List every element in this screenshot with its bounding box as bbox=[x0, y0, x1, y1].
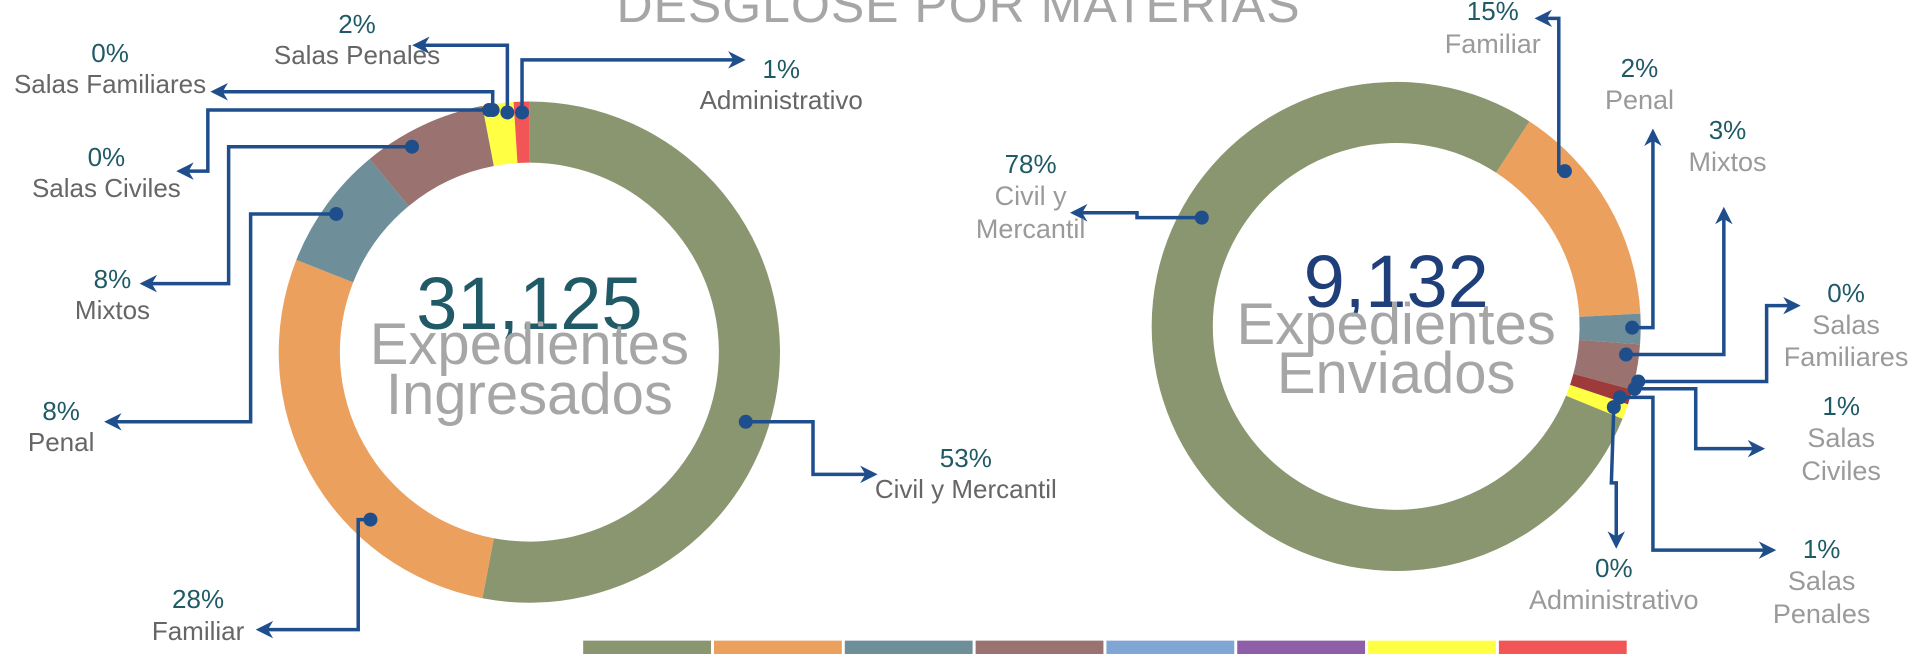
donut-slice bbox=[1579, 313, 1641, 345]
category-label: Familiar bbox=[151, 615, 245, 646]
category-label: Penal bbox=[1604, 84, 1674, 115]
donut-slice bbox=[482, 101, 781, 603]
legend-swatch bbox=[1106, 640, 1235, 654]
data-label: 8% Penal bbox=[28, 396, 95, 458]
value-label: 0% bbox=[91, 37, 129, 68]
leader-dot bbox=[500, 105, 515, 120]
value-label: 8% bbox=[93, 264, 132, 295]
leader-line bbox=[210, 82, 495, 111]
donut-slice bbox=[369, 105, 494, 207]
legend-swatch bbox=[583, 640, 711, 654]
data-label: 78% Civil y Mercantil bbox=[963, 149, 1097, 245]
value-label: 1% bbox=[1822, 391, 1860, 422]
donut-slice bbox=[296, 158, 409, 283]
leader-dot bbox=[329, 206, 344, 221]
leader-dot bbox=[485, 103, 500, 118]
value-label: 1% bbox=[1802, 534, 1841, 565]
data-label: 3% Mixtos bbox=[1688, 115, 1766, 179]
category-label: Salas Familiares bbox=[1783, 309, 1909, 373]
category-label: Salas Penales bbox=[1772, 566, 1871, 629]
category-label: Civil y Mercantil bbox=[975, 181, 1086, 244]
data-label: 0% Administrativo bbox=[1529, 553, 1699, 617]
donut-slice bbox=[278, 259, 494, 599]
leader-line bbox=[1069, 203, 1202, 222]
category-label: Penal bbox=[27, 427, 95, 458]
legend-swatch bbox=[1368, 640, 1496, 654]
value-label: 15% bbox=[1466, 0, 1519, 27]
legend-swatch bbox=[1237, 640, 1366, 654]
data-label: 2% Penal bbox=[1605, 53, 1674, 117]
data-label: 0% Salas Familiares bbox=[1773, 278, 1917, 374]
value-label: 28% bbox=[172, 584, 225, 615]
value-label: 2% bbox=[1620, 52, 1659, 83]
value-label: 1% bbox=[762, 53, 800, 84]
value-label: 0% bbox=[1827, 277, 1865, 308]
data-label: 1% Administrativo bbox=[700, 54, 863, 116]
center-value: 9,132 bbox=[1303, 239, 1489, 323]
value-label: 0% bbox=[87, 141, 126, 172]
category-label: Salas Civiles bbox=[1801, 423, 1881, 486]
data-label: 53% Civil y Mercantil bbox=[875, 443, 1057, 505]
leader-line bbox=[412, 36, 510, 113]
leader-line bbox=[1626, 206, 1733, 357]
legend-swatch bbox=[1498, 640, 1627, 654]
leader-dot bbox=[1625, 320, 1640, 335]
leader-line bbox=[520, 51, 746, 113]
leader-line bbox=[1634, 387, 1766, 458]
leader-line bbox=[1619, 395, 1777, 559]
donut-slice bbox=[1496, 121, 1641, 317]
category-label: Administrativo bbox=[1529, 584, 1699, 615]
data-label: 2% Salas Penales bbox=[274, 9, 440, 71]
leader-line bbox=[104, 212, 337, 431]
leader-dot bbox=[1194, 210, 1209, 225]
leader-line bbox=[745, 420, 878, 484]
leader-line bbox=[1638, 296, 1801, 384]
data-label: 15% Familiar bbox=[1445, 0, 1541, 60]
value-label: 8% bbox=[42, 396, 80, 427]
legend-swatch bbox=[844, 640, 973, 654]
category-label: Mixtos bbox=[1688, 147, 1767, 178]
leader-dot bbox=[1619, 347, 1634, 362]
leader-dot bbox=[515, 105, 530, 120]
page-title: DESGLOSE POR MATERIAS bbox=[616, 0, 1301, 33]
center-label: Expedientes Enviados bbox=[1236, 291, 1556, 406]
category-label: Salas Civiles bbox=[31, 173, 181, 203]
data-label: 0% Salas Civiles bbox=[32, 142, 181, 204]
legend-swatch bbox=[975, 640, 1104, 654]
leader-dot bbox=[738, 414, 753, 429]
category-label: Mixtos bbox=[74, 295, 151, 326]
leader-line bbox=[176, 108, 490, 180]
data-label: 28% Familiar bbox=[152, 584, 244, 646]
value-label: 2% bbox=[338, 8, 376, 39]
data-label: 0% Salas Familiares bbox=[14, 38, 206, 100]
leader-line bbox=[1607, 407, 1625, 549]
category-label: Salas Familiares bbox=[13, 69, 207, 100]
legend-swatch bbox=[713, 640, 842, 654]
category-label: Administrativo bbox=[699, 84, 863, 115]
center-value: 31,125 bbox=[416, 261, 643, 345]
value-label: 3% bbox=[1708, 114, 1747, 145]
leader-dot bbox=[405, 139, 420, 154]
center-label: Expedientes Ingresados bbox=[369, 312, 689, 427]
leader-line bbox=[139, 144, 413, 293]
leader-dot bbox=[1606, 400, 1621, 415]
data-label: 1% Salas Penales bbox=[1767, 534, 1877, 630]
leader-dot bbox=[1627, 381, 1642, 396]
category-label: Civil y Mercantil bbox=[874, 473, 1057, 504]
value-label: 78% bbox=[1004, 149, 1057, 180]
data-label: 1% Salas Civiles bbox=[1786, 391, 1896, 487]
leader-dot bbox=[363, 512, 378, 527]
leader-dot bbox=[1557, 164, 1572, 179]
value-label: 0% bbox=[1595, 552, 1633, 583]
data-label: 8% Mixtos bbox=[75, 264, 150, 326]
category-label: Salas Penales bbox=[273, 39, 441, 70]
value-label: 53% bbox=[939, 442, 992, 473]
category-label: Familiar bbox=[1444, 28, 1541, 59]
leader-line bbox=[255, 517, 371, 639]
